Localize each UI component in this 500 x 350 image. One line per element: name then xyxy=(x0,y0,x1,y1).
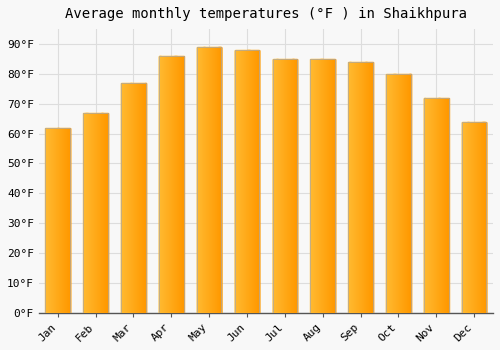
Bar xyxy=(310,59,335,313)
Bar xyxy=(46,127,70,313)
Bar xyxy=(462,121,486,313)
Bar xyxy=(424,98,448,313)
Bar xyxy=(197,47,222,313)
Bar xyxy=(84,113,108,313)
Bar xyxy=(234,50,260,313)
Bar xyxy=(159,56,184,313)
Bar xyxy=(348,62,373,313)
Bar xyxy=(386,74,410,313)
Title: Average monthly temperatures (°F ) in Shaikhpura: Average monthly temperatures (°F ) in Sh… xyxy=(65,7,467,21)
Bar xyxy=(121,83,146,313)
Bar xyxy=(272,59,297,313)
